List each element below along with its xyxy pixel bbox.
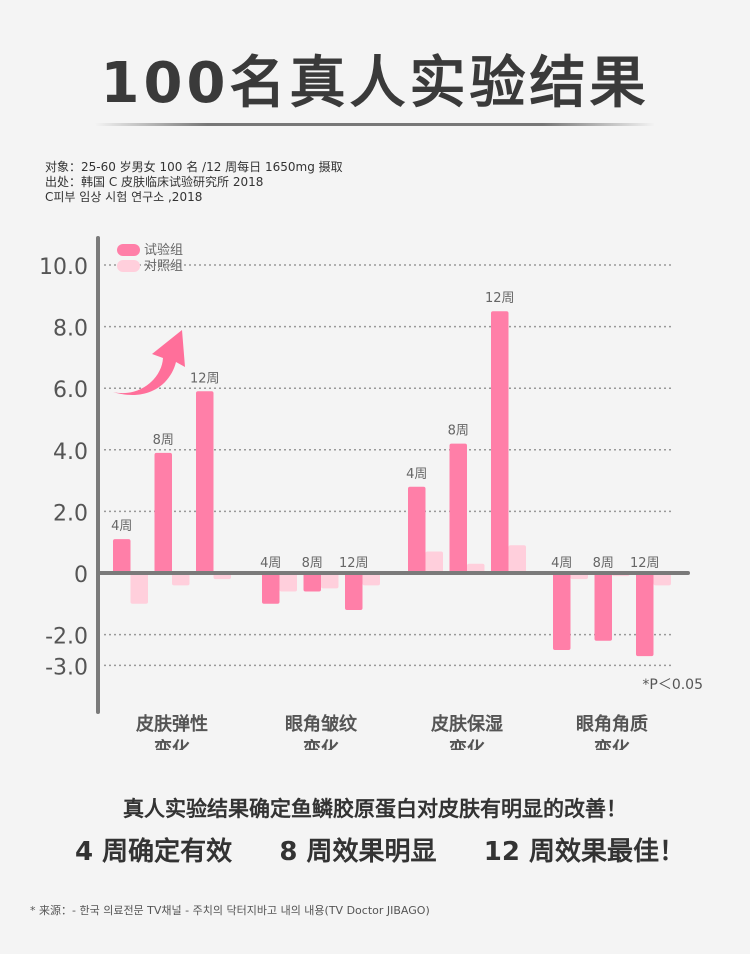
- bar-control-group: [508, 545, 526, 573]
- study-info: 对象：25-60 岁男女 100 名 /12 周每日 1650mg 摄取 出处：…: [45, 160, 343, 205]
- legend-label: 试验组: [144, 242, 183, 258]
- bar-test-group: [196, 391, 214, 573]
- bar-test-group: [303, 573, 321, 592]
- bar-test-group: [491, 311, 509, 573]
- y-tick-label: 10.0: [39, 255, 88, 280]
- category-label: 眼角皱纹: [285, 713, 358, 735]
- bar-period-label: 8周: [593, 556, 614, 571]
- bar-test-group: [262, 573, 280, 604]
- category-label: 变化: [154, 738, 190, 750]
- bar-period-label: 12周: [190, 371, 220, 386]
- bar-test-group: [408, 486, 426, 573]
- bar-test-group: [594, 573, 612, 641]
- category-label: 皮肤弹性: [136, 713, 208, 735]
- bar-period-label: 8周: [302, 556, 323, 571]
- effect-4-weeks: 4 周确定有效: [75, 837, 233, 867]
- bar-test-group: [553, 573, 571, 650]
- bar-period-label: 12周: [485, 291, 515, 306]
- bar-period-label: 4周: [260, 556, 281, 571]
- effects-row: 4 周确定有效 8 周效果明显 12 周效果最佳！: [75, 831, 685, 868]
- bar-period-label: 12周: [339, 556, 369, 571]
- bar-period-label: 8周: [448, 424, 469, 439]
- category-label: 变化: [594, 738, 630, 750]
- legend-label: 对照组: [144, 259, 183, 274]
- category-label: 变化: [449, 738, 485, 750]
- y-tick-label: -3.0: [45, 655, 88, 680]
- study-source: 出处：韩国 C 皮肤临床试验研究所 2018: [45, 175, 264, 189]
- bar-test-group: [449, 443, 467, 573]
- bar-period-label: 8周: [153, 433, 174, 448]
- y-tick-label: 4.0: [53, 440, 88, 465]
- bar-test-group: [636, 573, 654, 657]
- bar-control-group: [172, 573, 190, 586]
- bar-control-group: [425, 551, 443, 573]
- effect-8-weeks: 8 周效果明显: [279, 837, 437, 867]
- bar-test-group: [345, 573, 363, 610]
- y-tick-label: 2.0: [53, 501, 88, 526]
- p-value-note: *P＜0.05: [642, 677, 703, 693]
- trend-arrow-icon: [113, 330, 185, 396]
- bar-period-label: 12周: [630, 556, 660, 571]
- effect-12-weeks: 12 周效果最佳！: [483, 837, 685, 867]
- bar-period-label: 4周: [406, 467, 427, 482]
- page-title: 100名真人实验结果: [100, 51, 650, 116]
- category-label: 变化: [303, 738, 339, 750]
- study-source-korean: C피부 임상 시험 연구소 ,2018: [45, 190, 203, 204]
- bar-control-group: [653, 573, 671, 586]
- category-label: 皮肤保湿: [431, 713, 503, 735]
- bar-period-label: 4周: [111, 519, 132, 534]
- y-tick-label: -2.0: [45, 625, 88, 650]
- bar-control-group: [279, 573, 297, 592]
- y-tick-label: 0: [74, 563, 88, 588]
- bar-test-group: [154, 452, 172, 573]
- bar-control-group: [321, 573, 339, 589]
- y-tick-label: 8.0: [53, 317, 88, 342]
- study-subject: 对象：25-60 岁男女 100 名 /12 周每日 1650mg 摄取: [45, 160, 343, 174]
- legend-swatch: [117, 260, 140, 272]
- bar-control-group: [362, 573, 380, 586]
- bar-control-group: [130, 573, 148, 604]
- category-label: 眼角角质: [576, 713, 648, 735]
- legend-swatch: [117, 244, 140, 256]
- bar-test-group: [113, 539, 131, 573]
- bar-period-label: 4周: [551, 556, 572, 571]
- bar-control-group: [467, 563, 485, 573]
- summary-text: 真人实验结果确定鱼鳞胶原蛋白对皮肤有明显的改善！: [123, 797, 627, 821]
- title-divider: [95, 123, 655, 126]
- y-tick-label: 6.0: [53, 378, 88, 403]
- footnote: * 来源：- 한국 의료전문 TV채널 - 주치의 닥터지바고 내의 내용(TV…: [30, 904, 430, 917]
